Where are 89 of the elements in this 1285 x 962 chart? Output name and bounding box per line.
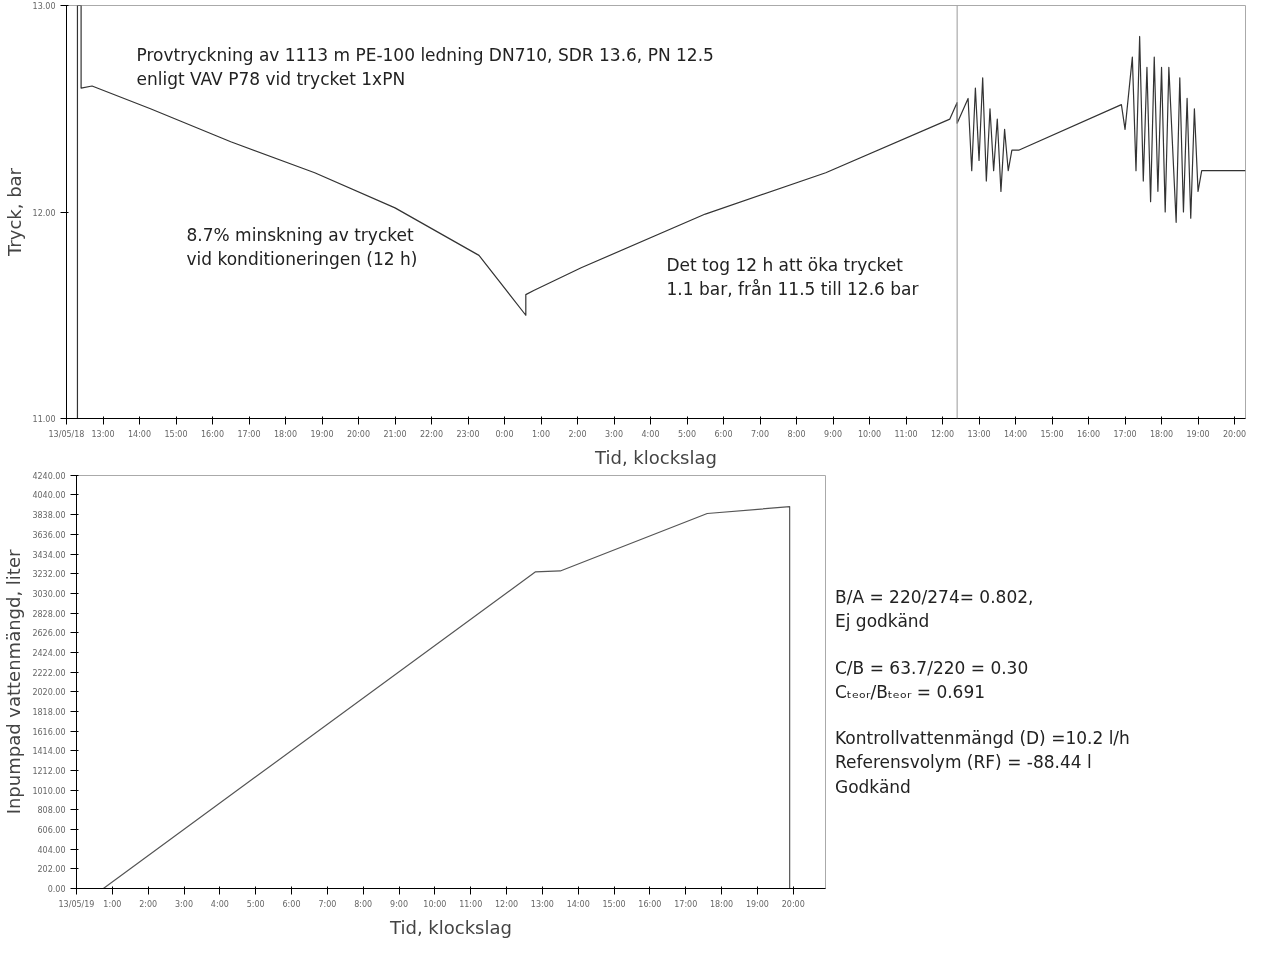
x-axis-title: Tid, klockslag bbox=[594, 446, 717, 468]
y-tick-label: 11.00 bbox=[32, 415, 56, 424]
x-tick-label: 11:00 bbox=[459, 899, 483, 909]
x-tick-label: 19:00 bbox=[1186, 429, 1210, 439]
x-tick-label: 20:00 bbox=[781, 899, 805, 909]
x-tick-label: 13:00 bbox=[530, 899, 554, 909]
text: C/B = 63.7/220 = 0.30 Cₜₑₒᵣ/Bₜₑₒᵣ = 0.691 bbox=[835, 656, 1030, 704]
x-tick-label: 13/05/18 bbox=[48, 429, 85, 439]
x-tick-label: 9:00 bbox=[824, 429, 843, 439]
y-tick-label: 1414.00 bbox=[32, 747, 66, 757]
x-tick-label: 9:00 bbox=[390, 899, 409, 909]
y-tick-label: 3030.00 bbox=[32, 589, 66, 599]
y-axis-title: Tryck, bar bbox=[3, 167, 25, 258]
y-tick-label: 4240.00 bbox=[32, 472, 66, 481]
x-tick-label: 16:00 bbox=[1077, 429, 1101, 439]
x-tick-label: 8:00 bbox=[787, 429, 806, 439]
text: Provtryckning av 1113 m PE-100 ledning DN710, SDR 13.6, PN 12.5 enligt VAV P78 vid trycket 1xPN bbox=[136, 44, 714, 89]
x-tick-label: 13/05/19 bbox=[58, 899, 95, 909]
x-tick-label: 7:00 bbox=[751, 429, 770, 439]
y-tick-label: 3232.00 bbox=[32, 570, 66, 580]
y-tick-label: 4040.00 bbox=[32, 491, 66, 501]
x-tick-label: 8:00 bbox=[354, 899, 373, 909]
x-tick-label: 20:00 bbox=[346, 429, 371, 439]
y-tick-label: 1818.00 bbox=[32, 707, 66, 717]
x-tick-label: 12:00 bbox=[495, 899, 519, 909]
x-tick-label: 19:00 bbox=[745, 899, 769, 909]
x-tick-label: 15:00 bbox=[602, 899, 626, 909]
y-tick-label: 2020.00 bbox=[32, 688, 66, 698]
x-tick-label: 4:00 bbox=[210, 899, 229, 909]
annotation: 8.7% minskning av trycket vid konditioneringen (12 h) bbox=[186, 224, 418, 269]
annotation: Det tog 12 h att öka trycket 1.1 bar, från 11.5 till 12.6 bar bbox=[666, 254, 919, 299]
y-tick-label: 3838.00 bbox=[32, 511, 66, 521]
x-tick-label: 17:00 bbox=[674, 899, 698, 909]
x-tick-label: 3:00 bbox=[175, 899, 193, 909]
x-tick-label: 16:00 bbox=[200, 429, 225, 439]
y-tick-label: 2626.00 bbox=[32, 629, 66, 639]
x-tick-label: 15:00 bbox=[1040, 429, 1064, 439]
y-tick-label: 12.00 bbox=[32, 208, 56, 218]
x-tick-label: 12:00 bbox=[931, 429, 955, 439]
x-tick-label: 21:00 bbox=[383, 429, 407, 439]
x-tick-label: 18:00 bbox=[1150, 429, 1174, 439]
y-tick-label: 1212.00 bbox=[32, 766, 66, 776]
y-tick-label: 1010.00 bbox=[32, 786, 66, 796]
x-tick-label: 15:00 bbox=[164, 429, 188, 439]
y-tick-label: 808.00 bbox=[37, 806, 66, 816]
x-tick-label: 1:00 bbox=[532, 429, 551, 439]
x-tick-label: 18:00 bbox=[710, 899, 734, 909]
x-tick-label: 23:00 bbox=[456, 429, 480, 439]
x-tick-label: 6:00 bbox=[714, 429, 733, 439]
x-tick-label: 5:00 bbox=[678, 429, 697, 439]
text: Kontrollvattenmängd (D) =10.2 l/h Referensvolym (RF) = -88.44 l Godkänd bbox=[835, 727, 1130, 799]
x-tick-label: 0:00 bbox=[495, 429, 514, 439]
y-tick-label: 3434.00 bbox=[32, 550, 66, 560]
x-tick-label: 1:00 bbox=[103, 899, 122, 909]
y-tick-label: 3636.00 bbox=[32, 530, 66, 540]
x-tick-label: 13:00 bbox=[91, 429, 115, 439]
x-tick-label: 6:00 bbox=[282, 899, 301, 909]
x-tick-label: 19:00 bbox=[310, 429, 334, 439]
x-tick-label: 3:00 bbox=[605, 429, 624, 439]
y-tick-label: 13.00 bbox=[32, 2, 56, 11]
x-tick-label: 17:00 bbox=[1113, 429, 1137, 439]
x-tick-label: 14:00 bbox=[566, 899, 590, 909]
text: B/A = 220/274= 0.802, Ej godkänd bbox=[835, 586, 1035, 634]
x-tick-label: 13:00 bbox=[967, 429, 991, 439]
x-tick-label: 7:00 bbox=[318, 899, 337, 909]
y-tick-label: 606.00 bbox=[37, 825, 66, 835]
y-tick-label: 1616.00 bbox=[32, 727, 66, 737]
x-tick-label: 2:00 bbox=[568, 429, 587, 439]
x-tick-label: 14:00 bbox=[127, 429, 152, 439]
y-tick-label: 202.00 bbox=[37, 865, 66, 875]
y-axis-title: Inpumpad vattenmängd, liter bbox=[3, 549, 25, 815]
x-tick-label: 5:00 bbox=[246, 899, 265, 909]
x-tick-label: 16:00 bbox=[638, 899, 662, 909]
x-tick-label: 2:00 bbox=[139, 899, 158, 909]
x-tick-label: 10:00 bbox=[423, 899, 447, 909]
x-tick-label: 10:00 bbox=[858, 429, 882, 439]
y-tick-label: 2828.00 bbox=[32, 609, 66, 619]
x-tick-label: 18:00 bbox=[273, 429, 298, 439]
y-tick-label: 0.00 bbox=[47, 885, 66, 894]
y-tick-label: 2222.00 bbox=[32, 668, 66, 678]
x-axis-title: Tid, klockslag bbox=[389, 916, 512, 938]
x-tick-label: 14:00 bbox=[1004, 429, 1028, 439]
y-tick-label: 404.00 bbox=[37, 845, 66, 855]
x-tick-label: 4:00 bbox=[641, 429, 660, 439]
x-tick-label: 17:00 bbox=[237, 429, 261, 439]
x-tick-label: 11:00 bbox=[894, 429, 918, 439]
x-tick-label: 22:00 bbox=[419, 429, 444, 439]
x-tick-label: 20:00 bbox=[1223, 429, 1247, 439]
y-tick-label: 2424.00 bbox=[32, 648, 66, 658]
